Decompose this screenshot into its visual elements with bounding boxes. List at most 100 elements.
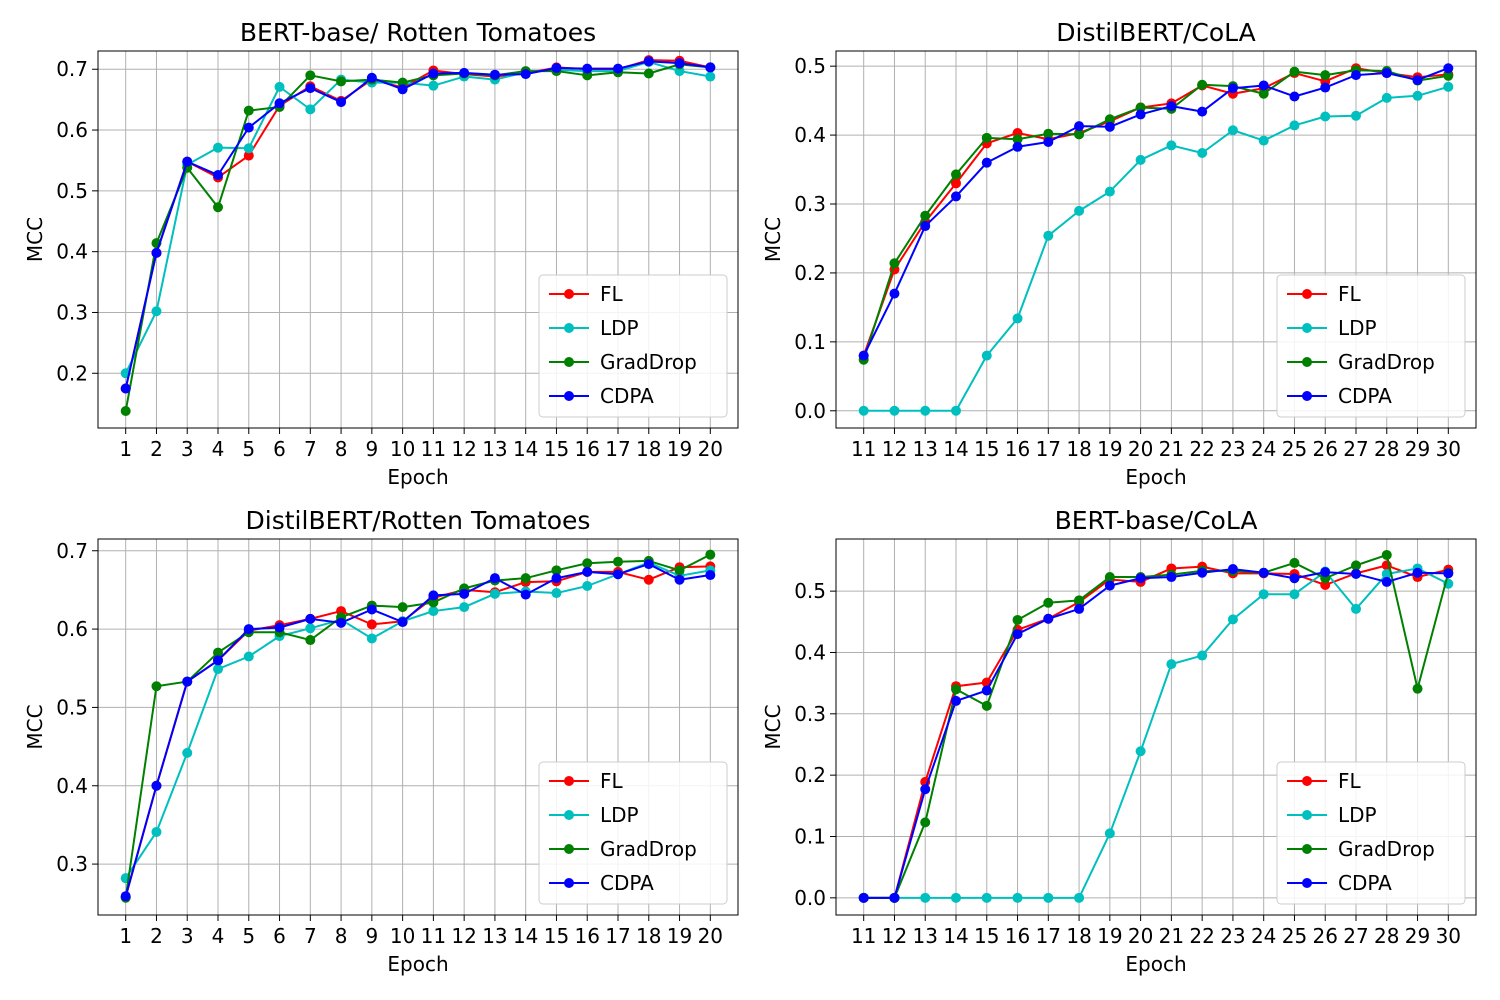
data-point-ldp (1351, 110, 1361, 121)
data-point-graddrop (1104, 114, 1115, 125)
data-point-cdpa (274, 622, 285, 633)
x-axis-ticks: 1 2 3 4 5 6 7 8 9 10 11 12 13 14 15 16 17 18 19 20 (119, 428, 723, 461)
x-axis-ticks: 11 12 13 14 15 16 17 18 19 20 21 22 23 24 25 26 27 28 29 30 (851, 915, 1461, 948)
series-cdpa (858, 564, 1454, 903)
data-point-ldp (1012, 892, 1023, 903)
series-line-graddrop (124, 63, 711, 412)
x-tick-label: 15 (544, 924, 569, 948)
axes-frame (835, 538, 1477, 916)
x-tick-label: 9 (365, 924, 378, 948)
legend-marker-graddrop (564, 357, 574, 367)
legend-label-fl: FL (1338, 282, 1362, 306)
data-point-ldp (951, 892, 961, 903)
data-point-cdpa (613, 63, 623, 74)
data-point-graddrop (428, 597, 439, 608)
data-point-graddrop (520, 573, 531, 584)
data-point-cdpa (705, 62, 716, 73)
data-point-ldp (1074, 205, 1085, 216)
legend-box (538, 274, 728, 418)
data-point-cdpa (643, 559, 654, 570)
legend-marker-ldp (1302, 810, 1312, 820)
x-tick-label: 5 (242, 437, 255, 461)
series-cdpa (858, 63, 1454, 361)
legend-item-cdpa: CDPA (549, 871, 654, 895)
series-line-graddrop (862, 69, 1449, 361)
x-tick-label: 12 (882, 924, 907, 948)
data-point-ldp (182, 747, 193, 758)
legend-item-cdpa: CDPA (549, 384, 654, 408)
legend-label-ldp: LDP (600, 803, 639, 827)
legend-label-graddrop: GradDrop (1338, 350, 1435, 374)
data-point-cdpa (613, 569, 623, 580)
legend-item-graddrop: GradDrop (549, 350, 697, 374)
x-tick-label: 15 (974, 437, 999, 461)
data-point-ldp (489, 588, 500, 599)
y-tick-label: 0.7 (56, 539, 88, 563)
data-point-ldp (305, 623, 316, 634)
data-point-graddrop (674, 565, 685, 576)
data-point-graddrop (1135, 102, 1146, 113)
data-point-cdpa (305, 613, 316, 624)
x-tick-label: 26 (1313, 924, 1338, 948)
chart-title: DistilBERT/Rotten Tomatoes (246, 506, 591, 535)
chart-title: BERT-base/ Rotten Tomatoes (240, 18, 596, 47)
x-tick-label: 20 (1128, 924, 1153, 948)
y-tick-label: 0.3 (794, 192, 826, 216)
legend-item-ldp: LDP (549, 316, 639, 340)
data-point-cdpa (1320, 567, 1331, 578)
legend-label-fl: FL (600, 282, 624, 306)
y-tick-label: 0.5 (56, 695, 88, 719)
data-point-ldp (1227, 125, 1238, 136)
x-tick-label: 2 (150, 437, 163, 461)
data-point-ldp (582, 581, 593, 591)
data-point-fl (951, 178, 961, 189)
x-tick-label: 7 (304, 437, 317, 461)
x-tick-label: 14 (513, 924, 538, 948)
y-axis-ticks: 0.0 0.1 0.2 0.3 0.4 0.5 (794, 579, 836, 910)
x-tick-label: 4 (212, 924, 225, 948)
axes-frame (97, 50, 739, 429)
series-line-cdpa (124, 60, 711, 389)
data-point-cdpa (1227, 564, 1238, 575)
y-axis-ticks: 0.3 0.4 0.5 0.6 0.7 (56, 539, 98, 876)
legend-label-fl: FL (600, 769, 624, 793)
legend-box (538, 761, 728, 905)
data-point-fl (643, 574, 654, 585)
data-point-cdpa (1104, 580, 1115, 591)
data-point-cdpa (551, 63, 562, 74)
legend-item-graddrop: GradDrop (1287, 837, 1435, 861)
x-axis-label: Epoch (1125, 465, 1186, 489)
x-tick-label: 26 (1313, 437, 1338, 461)
data-point-graddrop (1289, 557, 1300, 568)
x-tick-label: 16 (1005, 924, 1030, 948)
data-point-cdpa (920, 221, 931, 232)
data-point-cdpa (1227, 83, 1238, 94)
y-tick-label: 0.5 (56, 179, 88, 203)
data-point-graddrop (1351, 560, 1361, 571)
chart-panel-distilbert-rotten-tomatoes: 1 2 3 4 5 6 7 8 9 10 11 12 13 14 15 16 17 18 19 200.30.40.5… (23, 506, 739, 976)
data-point-ldp (1104, 186, 1115, 197)
x-tick-label: 24 (1251, 437, 1276, 461)
data-point-graddrop (1289, 66, 1300, 77)
data-point-fl (243, 150, 254, 161)
x-tick-label: 19 (1097, 437, 1122, 461)
y-tick-label: 0.2 (794, 261, 826, 285)
legend-label-fl: FL (1338, 769, 1362, 793)
data-point-cdpa (120, 891, 131, 902)
data-point-ldp (920, 405, 931, 416)
data-point-ldp (1443, 81, 1454, 92)
x-tick-label: 30 (1436, 437, 1461, 461)
legend: FL LDP GradDrop CDPA (1276, 761, 1466, 905)
data-point-cdpa (366, 604, 377, 615)
x-tick-label: 16 (575, 924, 600, 948)
legend-marker-fl (564, 289, 574, 299)
data-point-ldp (1258, 589, 1269, 600)
data-point-graddrop (1412, 683, 1423, 694)
x-tick-label: 5 (242, 924, 255, 948)
data-point-cdpa (1443, 568, 1454, 579)
data-point-ldp (243, 651, 254, 662)
data-point-graddrop (1381, 549, 1392, 560)
data-point-graddrop (1043, 128, 1054, 139)
data-point-cdpa (520, 589, 531, 600)
data-point-ldp (1197, 650, 1208, 661)
